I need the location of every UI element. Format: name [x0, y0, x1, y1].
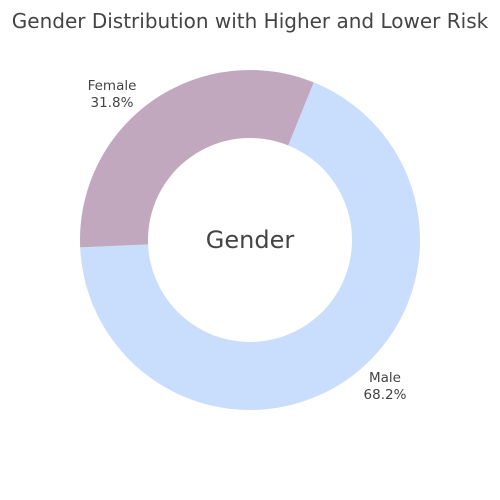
slice-label-female: Female [88, 78, 137, 94]
slices-group [80, 70, 420, 410]
center-label: Gender [206, 226, 295, 254]
slice-label-male: Male [369, 370, 401, 386]
slice-percent-female: 31.8% [91, 95, 134, 111]
chart-title: Gender Distribution with Higher and Lowe… [11, 9, 489, 33]
slice-male[interactable] [80, 82, 420, 410]
slice-female[interactable] [80, 70, 314, 248]
slice-percent-male: 68.2% [364, 387, 407, 403]
